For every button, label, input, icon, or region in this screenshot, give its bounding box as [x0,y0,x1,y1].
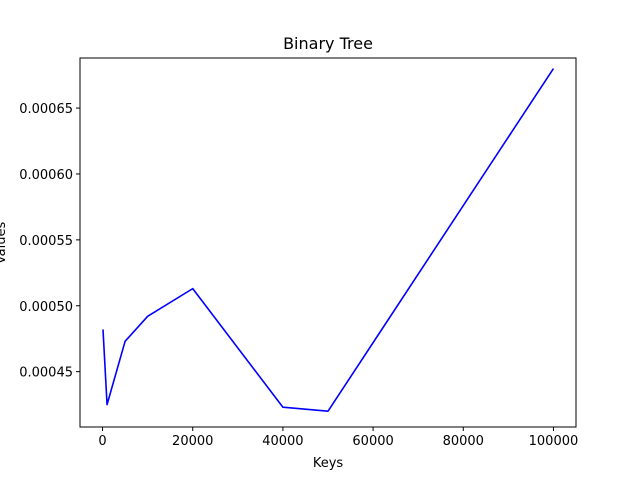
y-axis-label: Values [0,222,9,265]
series-layer [102,68,555,412]
x-tick-label: 40000 [262,434,303,449]
y-tick-label: 0.00045 [19,366,73,381]
x-tick-label: 20000 [172,434,213,449]
y-tick-label: 0.00050 [19,300,73,315]
y-tick-label: 0.00065 [19,102,73,117]
series-line [102,68,555,412]
y-tick-label: 0.00060 [19,168,73,183]
y-axis-ticks: 0.00045 0.00050 0.00055 0.00060 0.00065 [19,102,80,381]
x-tick-label: 0 [98,434,106,449]
x-tick-label: 60000 [352,434,393,449]
y-tick-label: 0.00055 [19,234,73,249]
x-axis-label: Keys [313,456,344,471]
plot-area-frame [79,57,577,428]
x-tick-label: 100000 [529,434,579,449]
chart-title: Binary Tree [283,34,373,53]
x-axis-ticks: 0 20000 40000 60000 80000 100000 [98,427,578,449]
x-tick-label: 80000 [443,434,484,449]
